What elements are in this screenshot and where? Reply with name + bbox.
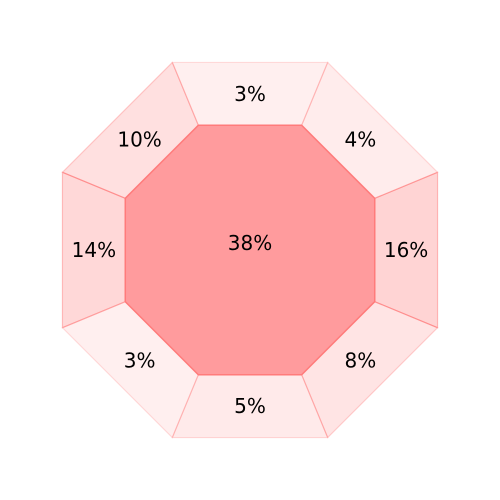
center-label: 38%	[228, 231, 272, 255]
segment-label-0: 3%	[234, 82, 266, 106]
segment-label-6: 14%	[72, 238, 116, 262]
segment-label-2: 16%	[384, 238, 428, 262]
center-octagon	[124, 124, 376, 376]
segment-label-4: 5%	[234, 394, 266, 418]
segment-label-1: 4%	[345, 128, 377, 152]
segment-label-7: 10%	[117, 128, 161, 152]
segment-label-5: 3%	[124, 348, 156, 372]
segment-label-3: 8%	[345, 348, 377, 372]
